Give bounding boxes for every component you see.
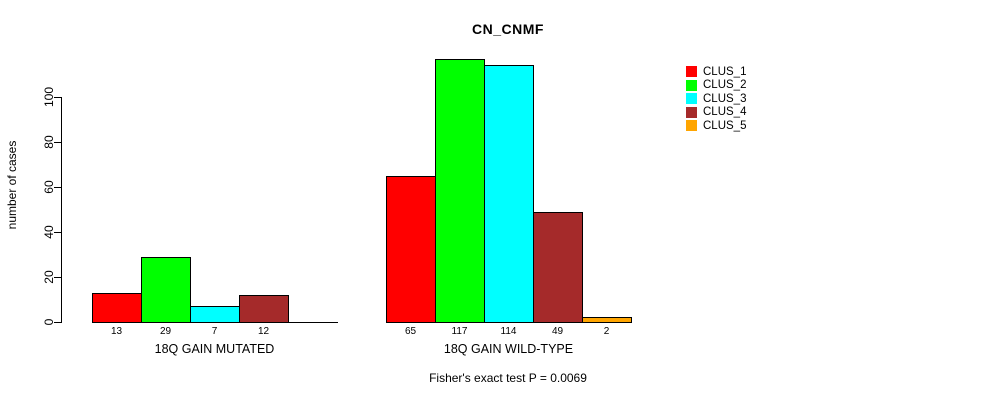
legend-entry: CLUS_3 <box>686 92 746 106</box>
bar-clus_4 <box>239 295 289 323</box>
legend-label: CLUS_3 <box>703 92 747 105</box>
legend-color-swatch <box>686 120 697 132</box>
bar-value-label: 2 <box>603 326 610 337</box>
bar-clus_3 <box>190 306 240 323</box>
legend-color-swatch <box>686 66 697 78</box>
y-axis-tick-label: 60 <box>42 180 56 194</box>
x-axis-group-label: 18Q GAIN WILD-TYPE <box>443 342 574 356</box>
legend-label: CLUS_1 <box>703 65 747 78</box>
y-axis-tick-label: 80 <box>42 135 56 149</box>
legend-entry: CLUS_1 <box>686 65 746 79</box>
bar-clus_3 <box>484 65 534 323</box>
bar-value-label: 65 <box>404 326 417 337</box>
legend-entry: CLUS_5 <box>686 119 746 133</box>
bar-clus_1 <box>386 176 436 323</box>
bar-value-label: 49 <box>551 326 564 337</box>
bar-clus_4 <box>533 212 583 323</box>
y-axis-tick-label: 20 <box>42 270 56 284</box>
bar-value-label: 114 <box>500 326 517 337</box>
y-axis-tick <box>54 277 61 278</box>
bar-value-label: 13 <box>110 326 123 337</box>
legend-color-swatch <box>686 106 697 118</box>
legend-label: CLUS_2 <box>703 79 747 92</box>
y-axis-line <box>61 97 62 323</box>
chart-title: CN_CNMF <box>472 21 544 37</box>
y-axis-tick <box>54 97 61 98</box>
y-axis-tick <box>54 142 61 143</box>
y-axis-tick-label: 100 <box>42 86 56 108</box>
bar-value-label: 117 <box>451 326 468 337</box>
legend-label: CLUS_4 <box>703 106 747 119</box>
bar-clus_2 <box>435 59 485 323</box>
footnote-pvalue: Fisher's exact test P = 0.0069 <box>429 371 587 385</box>
bar-clus_2 <box>141 257 191 323</box>
legend-entry: CLUS_4 <box>686 106 746 120</box>
y-axis-tick-label: 40 <box>42 225 56 239</box>
legend: CLUS_1 CLUS_2 CLUS_3 CLUS_4 CLUS_5 <box>686 65 746 133</box>
y-axis-tick-label: 0 <box>42 318 56 326</box>
x-axis-group-label: 18Q GAIN MUTATED <box>154 342 275 356</box>
y-axis-title: number of cases <box>5 140 19 230</box>
legend-label: CLUS_5 <box>703 119 747 132</box>
bar-value-label: 29 <box>159 326 172 337</box>
y-axis-tick <box>54 322 61 323</box>
legend-color-swatch <box>686 93 697 105</box>
legend-entry: CLUS_2 <box>686 79 746 93</box>
y-axis-tick <box>54 232 61 233</box>
bar-clus_1 <box>92 293 142 323</box>
bar-value-label: 12 <box>257 326 270 337</box>
bar-value-label: 7 <box>211 326 218 337</box>
legend-color-swatch <box>686 79 697 91</box>
y-axis-tick <box>54 187 61 188</box>
bar-clus_5 <box>582 317 632 323</box>
